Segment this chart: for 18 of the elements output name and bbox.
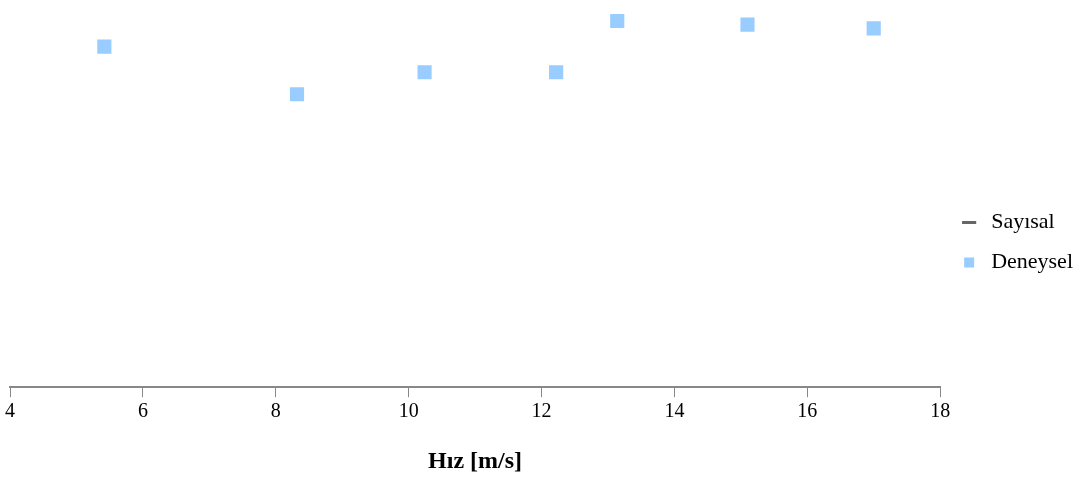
x-tick-label: 10 [398,399,419,422]
point [289,87,305,102]
legend-label: Deneysel [991,248,1073,274]
point [866,21,881,36]
x-tick-label: 6 [137,399,148,422]
x-tick-label: 14 [664,399,685,422]
point [417,65,432,80]
x-tick-label: 18 [930,399,951,422]
point [97,39,112,54]
legend-label: Sayısal [991,208,1055,234]
x-tick-label: 8 [270,399,281,422]
point [610,13,625,29]
x-tick-label: 12 [531,399,552,422]
x-axis-title: Hız [m/s] [428,446,523,473]
point [740,17,755,32]
point [549,65,564,80]
x-tick-label: 4 [5,399,15,422]
x-tick-label: 16 [797,399,818,422]
